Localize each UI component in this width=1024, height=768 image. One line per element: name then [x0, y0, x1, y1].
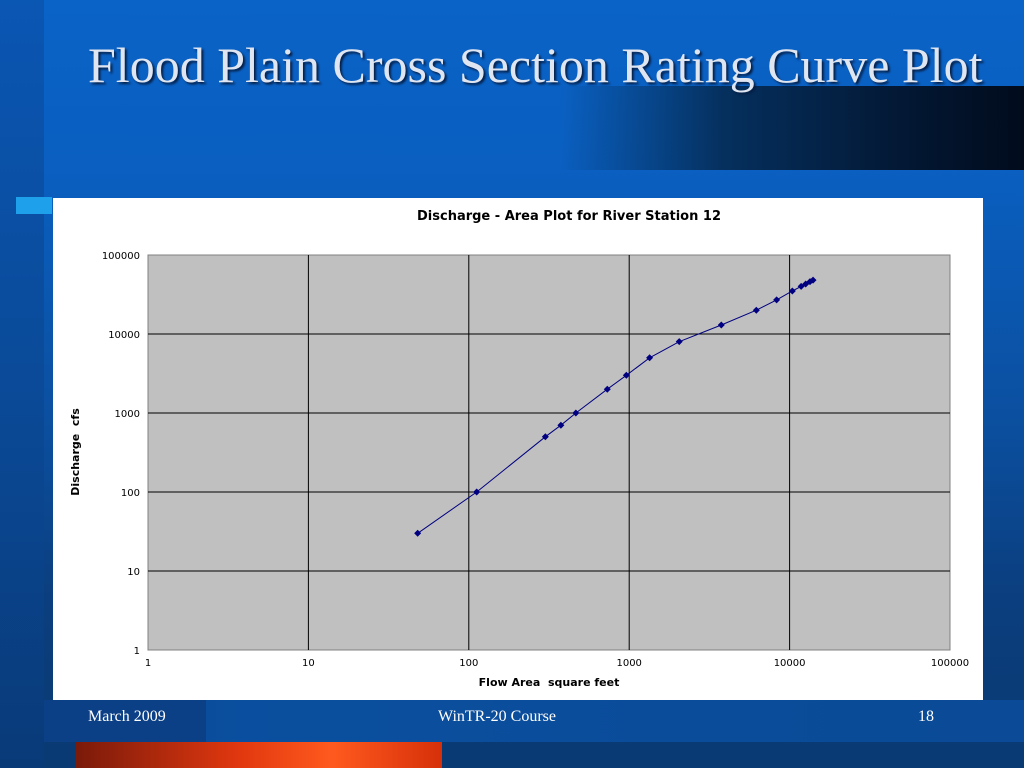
data-point: [806, 278, 814, 286]
chart-panel: Discharge - Area Plot for River Station …: [53, 198, 983, 700]
data-point: [675, 338, 683, 346]
data-point: [541, 433, 549, 441]
x-axis-label: Flow Area square feet: [479, 676, 620, 689]
data-point: [603, 385, 611, 393]
accent-square-decoration: [16, 197, 52, 214]
x-tick-label: 10000: [774, 658, 806, 669]
chart-svg: Discharge - Area Plot for River Station …: [69, 209, 969, 689]
y-tick-label: 10000: [108, 330, 140, 341]
left-rail-decoration: [0, 0, 44, 768]
data-point: [572, 409, 580, 417]
data-point: [557, 421, 565, 429]
data-point: [773, 296, 781, 304]
data-point: [717, 321, 725, 329]
footer-course: WinTR-20 Course: [438, 708, 557, 725]
y-tick-label: 100000: [102, 251, 140, 262]
footer-red-bar-decoration: [76, 742, 442, 768]
footer-date-box: [44, 700, 206, 742]
y-axis-label: Discharge cfs: [69, 408, 82, 496]
y-tick-label: 100: [121, 488, 140, 499]
data-point: [646, 354, 654, 362]
footer-date: March 2009: [88, 708, 166, 725]
data-point: [473, 488, 481, 496]
y-tick-label: 10: [127, 567, 140, 578]
data-point: [414, 529, 422, 537]
series-points: [414, 276, 817, 537]
x-tick-labels: 1 10 100 1000 10000 100000: [145, 658, 969, 669]
x-tick-label: 1000: [616, 658, 641, 669]
chart-title: Discharge - Area Plot for River Station …: [417, 209, 721, 224]
x-tick-label: 100: [459, 658, 478, 669]
title-band-decoration: [560, 86, 1024, 170]
slide-title: Flood Plain Cross Section Rating Curve P…: [88, 37, 983, 93]
y-tick-label: 1000: [115, 409, 140, 420]
footer-bar: [44, 700, 1024, 742]
x-tick-label: 1: [145, 658, 151, 669]
plot-area: [147, 254, 951, 651]
data-point: [797, 282, 805, 290]
footer-page-number: 18: [918, 708, 934, 725]
data-point: [809, 276, 817, 284]
data-point: [752, 306, 760, 314]
y-tick-labels: 1 10 100 1000 10000 100000: [102, 251, 140, 657]
data-point: [788, 287, 796, 295]
grid-lines: [148, 255, 950, 650]
data-point: [622, 371, 630, 379]
x-tick-label: 10: [302, 658, 315, 669]
x-tick-label: 100000: [931, 658, 969, 669]
y-tick-label: 1: [134, 646, 140, 657]
